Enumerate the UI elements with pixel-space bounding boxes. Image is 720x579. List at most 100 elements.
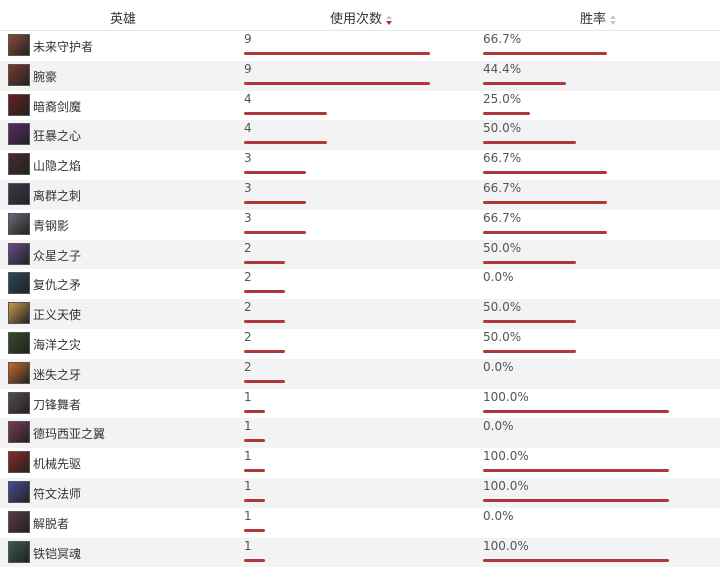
table-row[interactable]: 迷失之牙 2 0.0% bbox=[0, 358, 720, 389]
uses-value: 3 bbox=[244, 151, 252, 166]
hero-name[interactable]: 未来守护者 bbox=[33, 40, 94, 54]
header-hero[interactable]: 英雄 bbox=[110, 12, 137, 27]
uses-value: 4 bbox=[244, 91, 252, 106]
hero-avatar bbox=[8, 123, 30, 146]
winrate-value: 0.0% bbox=[483, 508, 514, 523]
hero-name[interactable]: 德玛西亚之翼 bbox=[33, 427, 106, 442]
uses-bar bbox=[244, 200, 306, 204]
hero-name[interactable]: 复仇之矛 bbox=[33, 278, 82, 293]
uses-value: 2 bbox=[244, 300, 252, 315]
hero-avatar bbox=[8, 361, 30, 384]
table-row[interactable]: 众星之子 2 50.0% bbox=[0, 239, 720, 270]
hero-avatar bbox=[8, 212, 30, 235]
winrate-bar bbox=[483, 111, 530, 115]
table-row[interactable]: 山隐之焰 3 66.7% bbox=[0, 150, 720, 180]
hero-name[interactable]: 腕豪 bbox=[33, 69, 58, 84]
hero-avatar bbox=[8, 540, 30, 563]
header-uses-group[interactable]: 使用次数 bbox=[330, 8, 393, 27]
winrate-value: 100.0% bbox=[483, 389, 529, 404]
hero-avatar bbox=[8, 93, 30, 116]
winrate-value: 0.0% bbox=[483, 270, 514, 285]
uses-value: 9 bbox=[244, 32, 252, 46]
winrate-value: 44.4% bbox=[483, 61, 522, 76]
uses-bar bbox=[244, 349, 285, 353]
winrate-bar bbox=[483, 469, 669, 473]
uses-bar bbox=[244, 111, 327, 115]
hero-avatar bbox=[8, 391, 30, 414]
table-row[interactable]: 铁铠冥魂 1 100.0% bbox=[0, 537, 720, 568]
hero-name[interactable]: 山隐之焰 bbox=[33, 159, 82, 174]
table-row[interactable]: 符文法师 1 100.0% bbox=[0, 477, 720, 508]
uses-bar bbox=[244, 320, 285, 324]
winrate-value: 100.0% bbox=[483, 538, 529, 553]
hero-name[interactable]: 迷失之牙 bbox=[33, 367, 82, 382]
uses-bar bbox=[244, 81, 430, 85]
sort-icon[interactable] bbox=[386, 14, 393, 25]
hero-name[interactable]: 离群之刺 bbox=[33, 188, 82, 203]
hero-name[interactable]: 正义天使 bbox=[33, 308, 82, 323]
hero-avatar bbox=[8, 63, 30, 86]
hero-avatar bbox=[8, 421, 30, 444]
uses-bar bbox=[244, 409, 265, 413]
uses-value: 1 bbox=[244, 538, 252, 553]
uses-value: 2 bbox=[244, 329, 252, 344]
table-row[interactable]: 正义天使 2 50.0% bbox=[0, 299, 720, 329]
table-row[interactable]: 离群之刺 3 66.7% bbox=[0, 179, 720, 210]
winrate-value: 66.7% bbox=[483, 32, 522, 46]
uses-bar bbox=[244, 260, 285, 264]
winrate-value: 100.0% bbox=[483, 449, 529, 464]
hero-name[interactable]: 符文法师 bbox=[33, 486, 82, 501]
uses-value: 9 bbox=[244, 61, 252, 76]
header-winrate-group[interactable]: 胜率 bbox=[580, 8, 617, 27]
uses-value: 1 bbox=[244, 508, 252, 523]
hero-name[interactable]: 机械先驱 bbox=[33, 457, 82, 472]
uses-bar bbox=[244, 52, 430, 55]
hero-avatar bbox=[8, 480, 30, 503]
uses-value: 2 bbox=[244, 270, 252, 285]
uses-value: 1 bbox=[244, 449, 252, 464]
winrate-bar bbox=[483, 81, 566, 85]
winrate-bar bbox=[483, 171, 607, 175]
hero-avatar bbox=[8, 331, 30, 354]
hero-avatar bbox=[8, 302, 30, 325]
table-row[interactable]: 海洋之灾 2 50.0% bbox=[0, 329, 720, 359]
header-uses[interactable]: 使用次数 bbox=[330, 12, 383, 27]
uses-bar bbox=[244, 469, 265, 473]
table-row[interactable]: 解脱者 1 0.0% bbox=[0, 508, 720, 538]
winrate-value: 0.0% bbox=[483, 419, 514, 434]
winrate-value: 50.0% bbox=[483, 300, 522, 315]
table-row[interactable]: 暗裔剑魔 4 25.0% bbox=[0, 91, 720, 121]
winrate-bar bbox=[483, 141, 576, 145]
uses-value: 4 bbox=[244, 121, 252, 136]
table-row[interactable]: 腕豪 9 44.4% bbox=[0, 60, 720, 91]
hero-name[interactable]: 解脱者 bbox=[33, 516, 70, 531]
table-row[interactable]: 青钢影 3 66.7% bbox=[0, 210, 720, 240]
winrate-value: 66.7% bbox=[483, 180, 522, 195]
winrate-bar bbox=[483, 260, 576, 264]
hero-name[interactable]: 众星之子 bbox=[33, 248, 82, 263]
uses-bar bbox=[244, 230, 306, 234]
uses-bar bbox=[244, 290, 285, 294]
hero-name[interactable]: 刀锋舞者 bbox=[33, 397, 82, 412]
winrate-value: 50.0% bbox=[483, 121, 522, 136]
hero-name[interactable]: 暗裔剑魔 bbox=[33, 99, 82, 114]
table-row[interactable]: 刀锋舞者 1 100.0% bbox=[0, 389, 720, 419]
hero-name[interactable]: 海洋之灾 bbox=[33, 337, 82, 352]
table-row[interactable]: 复仇之矛 2 0.0% bbox=[0, 269, 720, 299]
winrate-bar bbox=[483, 52, 607, 55]
uses-bar bbox=[244, 141, 327, 145]
sort-icon[interactable] bbox=[610, 14, 617, 25]
hero-name[interactable]: 狂暴之心 bbox=[33, 129, 82, 144]
uses-bar bbox=[244, 498, 265, 502]
table-header: 英雄 使用次数 胜率 bbox=[0, 0, 720, 31]
hero-name[interactable]: 铁铠冥魂 bbox=[33, 546, 82, 561]
table-row[interactable]: 机械先驱 1 100.0% bbox=[0, 448, 720, 478]
table-row[interactable]: 德玛西亚之翼 1 0.0% bbox=[0, 418, 720, 449]
uses-bar bbox=[244, 439, 265, 443]
winrate-bar bbox=[483, 230, 607, 234]
table-row[interactable]: 未来守护者 9 66.7% bbox=[0, 31, 720, 61]
table-row[interactable]: 狂暴之心 4 50.0% bbox=[0, 120, 720, 151]
header-winrate[interactable]: 胜率 bbox=[580, 12, 607, 27]
hero-name[interactable]: 青钢影 bbox=[33, 218, 70, 233]
